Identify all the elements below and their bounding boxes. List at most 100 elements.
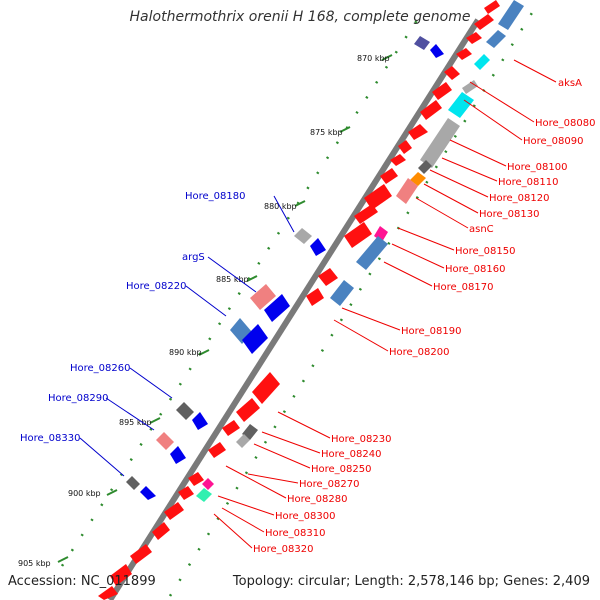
gene-box[interactable]: [126, 476, 140, 490]
gene-label[interactable]: Hore_08300: [275, 511, 336, 522]
gene-label[interactable]: Hore_08120: [489, 193, 550, 204]
gene-label[interactable]: Hore_08080: [535, 118, 596, 129]
gene-arrow[interactable]: [466, 32, 482, 44]
gene-box[interactable]: [462, 80, 478, 94]
gene-label[interactable]: Hore_08150: [455, 246, 516, 257]
leader-line: [441, 157, 498, 182]
gene-label[interactable]: Hore_08260: [70, 363, 131, 374]
gene-box[interactable]: [486, 30, 506, 48]
gene-label[interactable]: Hore_08160: [445, 264, 506, 275]
leader-line: [247, 473, 299, 484]
gene-label[interactable]: Hore_08320: [253, 544, 314, 555]
leader-line: [383, 261, 433, 287]
right-strand-gene-group: [98, 0, 524, 600]
kbp-label: 885 kbp: [216, 275, 249, 284]
gene-arrow[interactable]: [98, 586, 118, 600]
gene-box[interactable]: [448, 92, 474, 118]
gene-arrow[interactable]: [252, 372, 280, 404]
gene-arrow[interactable]: [242, 324, 268, 354]
kbp-tick: [57, 556, 69, 563]
gene-arrow[interactable]: [456, 48, 472, 60]
gene-label[interactable]: Hore_08130: [479, 209, 540, 220]
gene-label[interactable]: Hore_08330: [20, 433, 81, 444]
leader-line: [273, 195, 295, 233]
gene-label[interactable]: Hore_08290: [48, 393, 109, 404]
gene-label[interactable]: Hore_08270: [299, 479, 360, 490]
gene-arrow[interactable]: [390, 154, 406, 166]
gene-arrow[interactable]: [178, 486, 194, 500]
kbp-tick: [381, 54, 393, 61]
gene-label[interactable]: Hore_08090: [523, 136, 584, 147]
gene-label[interactable]: Hore_08220: [126, 281, 187, 292]
gene-arrow[interactable]: [222, 420, 240, 436]
gene-box[interactable]: [410, 172, 426, 186]
kbp-label: 900 kbp: [68, 489, 101, 498]
gene-box[interactable]: [236, 434, 250, 448]
gene-box[interactable]: [474, 54, 490, 70]
gene-box[interactable]: [250, 284, 276, 310]
gene-arrow[interactable]: [208, 442, 226, 458]
topology-text: Topology: circular; Length: 2,578,146 bp…: [232, 574, 590, 589]
gene-arrow[interactable]: [408, 124, 428, 140]
gene-arrow[interactable]: [318, 268, 338, 286]
gene-arrow[interactable]: [140, 486, 156, 500]
gene-label[interactable]: Hore_08200: [389, 347, 450, 358]
outer-left-dotted-track: [60, 7, 427, 567]
gene-box[interactable]: [202, 478, 214, 490]
gene-arrow[interactable]: [192, 412, 208, 430]
gene-label[interactable]: Hore_08250: [311, 464, 372, 475]
gene-box[interactable]: [176, 402, 194, 420]
gene-arrow[interactable]: [110, 564, 132, 586]
gene-arrow[interactable]: [432, 82, 452, 100]
leader-line: [513, 59, 557, 83]
gene-label[interactable]: Hore_08100: [507, 162, 568, 173]
gene-arrow[interactable]: [164, 502, 184, 520]
right-leader-group: [213, 59, 557, 549]
gene-label[interactable]: Hore_08170: [433, 282, 494, 293]
leader-line: [221, 507, 265, 533]
gene-arrow[interactable]: [306, 288, 324, 306]
gene-label[interactable]: Hore_08310: [265, 528, 326, 539]
gene-arrow[interactable]: [310, 238, 326, 256]
gene-box[interactable]: [356, 236, 388, 270]
gene-label[interactable]: argS: [182, 252, 205, 263]
gene-arrow[interactable]: [344, 222, 372, 248]
gene-arrow[interactable]: [364, 184, 392, 210]
gene-arrow[interactable]: [188, 472, 204, 486]
gene-label[interactable]: asnC: [469, 224, 494, 235]
gene-arrow[interactable]: [484, 0, 500, 14]
leader-line: [333, 319, 389, 352]
gene-arrow[interactable]: [354, 204, 378, 224]
leader-line: [213, 513, 253, 549]
gene-box[interactable]: [156, 432, 174, 450]
leader-line: [449, 139, 507, 167]
gene-arrow[interactable]: [170, 446, 186, 464]
gene-label[interactable]: Hore_08230: [331, 434, 392, 445]
gene-label[interactable]: Hore_08280: [287, 494, 348, 505]
gene-box[interactable]: [418, 160, 432, 174]
gene-label[interactable]: Hore_08110: [498, 177, 559, 188]
gene-label[interactable]: Hore_08240: [321, 449, 382, 460]
gene-box[interactable]: [414, 36, 430, 50]
gene-box[interactable]: [396, 178, 418, 204]
gene-label[interactable]: Hore_08180: [185, 191, 246, 202]
gene-box[interactable]: [420, 118, 460, 168]
gene-arrow[interactable]: [236, 398, 260, 422]
leader-line: [391, 243, 445, 269]
gene-label[interactable]: Hore_08190: [401, 326, 462, 337]
gene-arrow[interactable]: [380, 168, 398, 184]
gene-arrow[interactable]: [444, 66, 460, 80]
gene-box[interactable]: [294, 228, 312, 244]
leader-line: [429, 169, 489, 198]
gene-label[interactable]: aksA: [558, 78, 582, 89]
gene-box[interactable]: [498, 0, 524, 30]
gene-arrow[interactable]: [264, 294, 290, 322]
gene-arrow[interactable]: [130, 544, 152, 564]
gene-arrow[interactable]: [152, 522, 170, 540]
gene-arrow[interactable]: [398, 140, 412, 154]
gene-box[interactable]: [330, 280, 354, 306]
gene-arrow[interactable]: [474, 14, 494, 30]
gene-box[interactable]: [196, 488, 212, 502]
gene-arrow[interactable]: [430, 44, 444, 58]
gene-arrow[interactable]: [420, 100, 442, 120]
